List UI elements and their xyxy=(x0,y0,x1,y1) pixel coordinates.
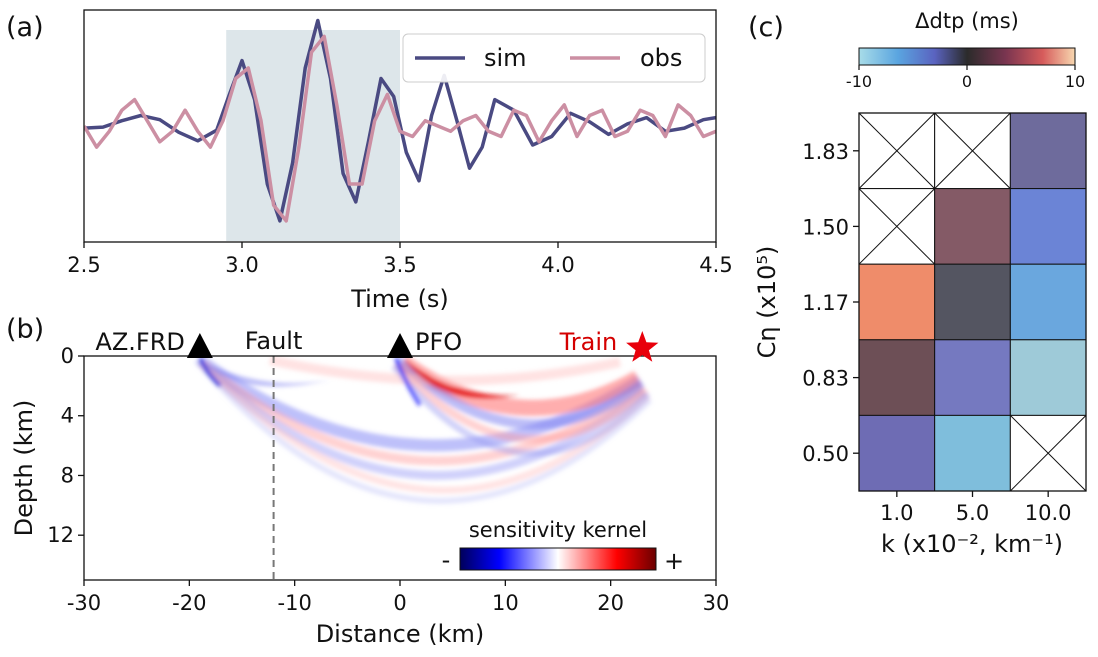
kernel-colorbar-title: sensitivity kernel xyxy=(469,518,647,542)
panel-label-b: (b) xyxy=(6,314,44,345)
kernel-y-tick-label: 0 xyxy=(61,344,74,368)
heatmap-y-tick-label: 0.50 xyxy=(802,442,849,466)
kernel-x-tick-label: -30 xyxy=(67,591,101,615)
heatmap-cell xyxy=(934,414,1011,492)
kernel-y-tick-label: 12 xyxy=(47,523,74,547)
time-window-highlight xyxy=(226,30,400,241)
station-pfo-label: PFO xyxy=(415,328,462,356)
station-pfo-marker xyxy=(387,333,413,358)
heatmap-y-axis-label: Cη (x10⁵) xyxy=(753,246,781,359)
fault-label: Fault xyxy=(245,327,303,355)
delay-colorbar-title: Δdtp (ms) xyxy=(915,9,1019,33)
heatmap-cell xyxy=(934,188,1011,265)
heatmap-cell xyxy=(858,339,936,416)
legend-obs-label: obs xyxy=(640,44,682,72)
heatmap-x-axis-label: k (x10⁻², km⁻¹) xyxy=(881,530,1063,558)
legend-sim-label: sim xyxy=(484,44,527,72)
heatmap-x-tick-label: 10.0 xyxy=(1025,501,1072,525)
waveform-x-tick-label: 3.5 xyxy=(383,253,416,277)
kernel-x-axis-label: Distance (km) xyxy=(316,620,485,648)
heatmap-y-tick-label: 1.50 xyxy=(802,215,849,239)
heatmap-cell xyxy=(858,263,936,341)
heatmap-y-tick-label: 1.83 xyxy=(802,140,849,164)
panel-label-c: (c) xyxy=(748,12,784,43)
waveform-x-axis-label: Time (s) xyxy=(350,285,449,313)
delay-heatmap: Δdtp (ms) -10 0 10 1.83 1.50 1.17 0.83 0.50 1.0… xyxy=(753,9,1087,558)
heatmap-y-tick-label: 0.83 xyxy=(802,367,849,391)
delay-colorbar-tick-label: 0 xyxy=(962,72,972,91)
station-az-frd-marker xyxy=(186,333,213,358)
waveform-x-tick-label: 4.0 xyxy=(541,253,574,277)
waveform-legend: sim obs xyxy=(402,33,706,83)
heatmap-cell-cross xyxy=(858,188,936,265)
delay-colorbar: Δdtp (ms) -10 0 10 xyxy=(846,9,1085,91)
kernel-x-tick-label: 0 xyxy=(393,591,406,615)
station-az-frd-label: AZ.FRD xyxy=(95,328,184,356)
waveform-chart: 2.5 3.0 3.5 4.0 4.5 Time (s) sim obs xyxy=(67,9,733,313)
waveform-x-tick-label: 2.5 xyxy=(67,253,100,277)
kernel-y-tick-label: 4 xyxy=(61,404,74,428)
heatmap-cell-cross xyxy=(858,112,936,189)
kernel-x-tick-label: 30 xyxy=(703,591,730,615)
kernel-x-tick-label: -20 xyxy=(172,591,206,615)
delay-colorbar-tick-label: 10 xyxy=(1065,72,1085,91)
panel-label-a: (a) xyxy=(6,12,44,43)
heatmap-cell xyxy=(1009,112,1087,190)
kernel-colorbar-min-label: - xyxy=(442,546,451,574)
heatmap-x-tick-label: 5.0 xyxy=(956,501,989,525)
series-obs-line xyxy=(84,34,716,223)
heatmap-cell xyxy=(1009,263,1087,341)
kernel-y-axis-label: Depth (km) xyxy=(10,400,38,537)
train-source-star xyxy=(626,331,659,362)
kernel-x-tick-label: -10 xyxy=(278,591,312,615)
heatmap-cell-cross xyxy=(1009,415,1087,492)
heatmap-cell xyxy=(934,339,1011,416)
waveform-x-tick-label: 3.0 xyxy=(225,253,258,277)
kernel-x-tick-label: 20 xyxy=(597,591,624,615)
heatmap-cell xyxy=(858,414,936,492)
kernel-field xyxy=(84,356,716,580)
kernel-x-tick-label: 10 xyxy=(492,591,519,615)
kernel-y-tick-label: 8 xyxy=(61,463,74,487)
heatmap-cell-cross xyxy=(934,112,1011,189)
delay-colorbar-tick-label: -10 xyxy=(846,72,872,91)
heatmap-cell xyxy=(1009,339,1087,416)
heatmap-y-tick-label: 1.17 xyxy=(802,291,849,315)
waveform-x-tick-label: 4.5 xyxy=(699,253,732,277)
train-source-label: Train xyxy=(559,328,618,356)
heatmap-x-tick-label: 1.0 xyxy=(880,501,913,525)
heatmap-cell xyxy=(934,263,1011,341)
kernel-colorbar: sensitivity kernel - + xyxy=(442,518,684,575)
heatmap-cell xyxy=(1009,188,1087,265)
kernel-colorbar-max-label: + xyxy=(664,547,684,575)
series-sim-line xyxy=(84,18,716,223)
sensitivity-kernel-chart: -30 -20 -10 0 10 20 30 0 4 8 12 Fault AZ.FRD PFO Trai… xyxy=(10,327,729,648)
